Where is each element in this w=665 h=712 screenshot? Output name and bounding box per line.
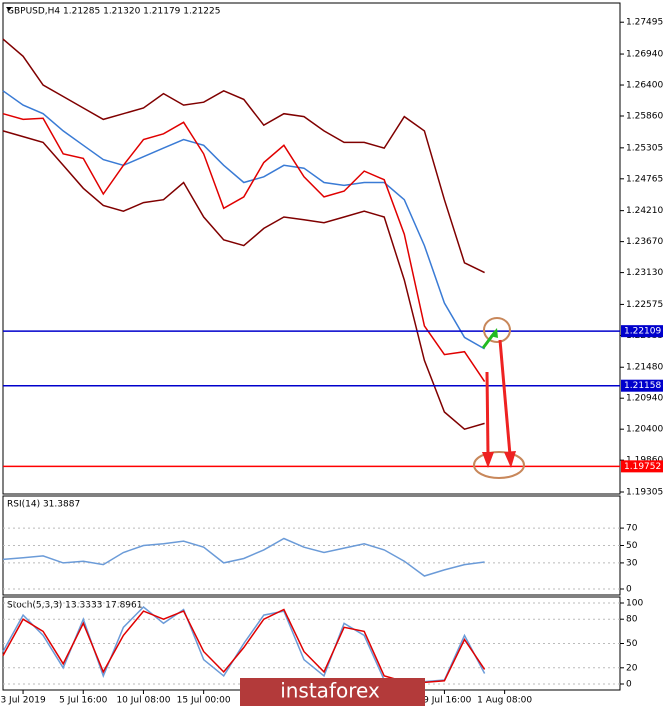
circle (473, 451, 525, 479)
y-tick-label: 50 (626, 541, 638, 551)
y-tick-label: 1.24765 (626, 174, 663, 184)
y-tick-label: 1.23670 (626, 237, 663, 247)
series-line (2, 90, 485, 350)
watermark: instaforex (280, 679, 380, 703)
y-tick-label: 0 (626, 585, 632, 595)
arrow-head (482, 452, 494, 468)
series-line (2, 38, 485, 274)
watermark-band (240, 678, 425, 706)
x-tick-label: 29 Jul 16:00 (417, 696, 471, 706)
x-tick-label: 1 Aug 08:00 (477, 696, 532, 706)
y-tick-label: 1.22575 (626, 300, 663, 310)
y-tick-label: 1.20400 (626, 425, 663, 435)
level-label-box (621, 460, 663, 473)
series-line (2, 112, 486, 383)
arrow (498, 339, 512, 456)
arrow-head (504, 451, 516, 468)
panel-frame (2, 495, 621, 596)
level-label: 1.21158 (624, 381, 661, 391)
y-tick-label: 80 (626, 615, 638, 625)
x-tick-label: 3 Jul 2019 (0, 696, 45, 706)
y-tick-label: 1.25860 (626, 111, 663, 121)
y-tick-label: 1.23130 (626, 268, 663, 278)
series-line (2, 537, 485, 577)
x-tick-label: 10 Jul 08:00 (116, 696, 170, 706)
arrow (485, 371, 490, 456)
panel-title: Stoch(5,3,3) 13.3333 17.8961 (7, 601, 142, 611)
panel-frame (2, 2, 621, 495)
panel: GBPUSD,H4 1.21285 1.21320 1.21179 1.2122… (2, 2, 663, 497)
y-tick-label: 30 (626, 558, 638, 568)
x-tick-label: 15 Jul 00:00 (177, 696, 231, 706)
y-tick-label: 1.26940 (626, 50, 663, 60)
y-tick-label: 1.26400 (626, 81, 663, 91)
level-label: 1.22109 (624, 327, 661, 337)
panel: RSI(14) 31.3887 70 50 30 0 (2, 495, 638, 596)
panel-frame (2, 596, 621, 691)
y-tick-label: 0 (626, 680, 632, 690)
x-tick-label: 5 Jul 16:00 (59, 696, 108, 706)
arrow-head (490, 328, 498, 338)
panel-title: RSI(14) 31.3887 (7, 500, 80, 510)
y-tick-label: 1.25305 (626, 143, 663, 153)
series-line (2, 130, 485, 431)
y-tick-label: 50 (626, 639, 638, 649)
panel: Stoch(5,3,3) 13.3333 17.8961 100 80 50 20 0 3 … (0, 596, 643, 706)
level-label-box (621, 379, 663, 392)
circle (483, 317, 511, 343)
level-label: 1.19752 (624, 462, 661, 472)
y-tick-label: 70 (626, 524, 638, 534)
y-tick-label: 100 (626, 599, 643, 609)
y-tick-label: 1.19305 (626, 487, 663, 497)
menu-icon (6, 7, 12, 11)
annotations (473, 317, 525, 479)
y-tick-label: 1.20940 (626, 394, 663, 404)
level-label-box (621, 325, 663, 338)
y-tick-label: 1.27495 (626, 18, 663, 28)
y-tick-label: 20 (626, 663, 638, 673)
panel-title: GBPUSD,H4 1.21285 1.21320 1.21179 1.2122… (7, 7, 220, 17)
y-tick-label: 1.24210 (626, 206, 663, 216)
y-tick-label: 1.21480 (626, 363, 663, 373)
